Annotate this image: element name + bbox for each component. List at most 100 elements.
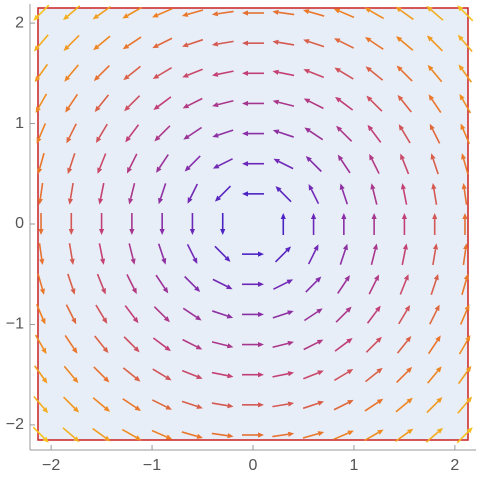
arrow-shaft (38, 243, 43, 260)
arrow-head (406, 428, 414, 435)
arrow-head (181, 11, 189, 17)
arrow (187, 183, 199, 204)
arrow-shaft (127, 6, 142, 17)
arrow-head (304, 127, 311, 133)
arrow-shaft (431, 128, 441, 144)
arrow-shaft (462, 128, 471, 145)
arrow-shaft (460, 8, 474, 22)
arrow-shaft (341, 188, 349, 205)
arrow-head (406, 366, 413, 374)
arrow-shaft (370, 249, 377, 266)
arrow-shaft (153, 306, 167, 319)
arrow-shaft (273, 281, 289, 290)
arrow-shaft (217, 10, 234, 15)
arrow (65, 93, 79, 113)
arrow (398, 304, 411, 325)
arrow-head (376, 398, 384, 405)
arrow (211, 371, 234, 379)
arrow-shaft (187, 97, 203, 107)
x-tick-label: 2 (450, 457, 459, 474)
arrow-shaft (37, 93, 48, 109)
arrow-shaft (461, 279, 468, 296)
arrow-head (196, 433, 204, 439)
arrow (370, 183, 378, 205)
arrow (182, 338, 203, 350)
arrow-head (258, 402, 264, 408)
arrow-shaft (98, 153, 107, 169)
arrow (152, 337, 171, 352)
arrow-head (98, 229, 105, 235)
arrow-head (71, 347, 78, 354)
arrow-head (459, 93, 465, 101)
arrow (67, 273, 76, 295)
arrow-shaft (128, 153, 138, 169)
arrow-head (429, 123, 435, 131)
arrow (128, 182, 136, 205)
arrow-shaft (187, 126, 203, 138)
arrow-shaft (368, 279, 378, 295)
arrow-head (42, 406, 49, 414)
arrow (339, 183, 349, 205)
arrow (92, 427, 111, 442)
arrow (396, 335, 412, 354)
arrow-shaft (67, 64, 79, 78)
arrow (364, 429, 384, 442)
arrow-head (93, 74, 100, 82)
arrow (153, 306, 170, 323)
arrow (129, 213, 135, 235)
arrow-shaft (129, 182, 136, 199)
arrow (272, 39, 295, 46)
arrow (364, 398, 384, 412)
arrow-head (465, 335, 471, 342)
arrow (212, 278, 233, 290)
arrow (98, 182, 105, 205)
arrow-shaft (126, 274, 135, 290)
arrow-head (397, 94, 404, 102)
arrow-head (258, 251, 264, 257)
arrow-shaft (398, 309, 408, 325)
arrow (303, 69, 325, 79)
arrow (242, 70, 264, 76)
arrow (242, 161, 264, 167)
arrow (396, 366, 413, 384)
arrow (334, 369, 354, 382)
arrow-head (73, 436, 80, 443)
arrow-shaft (127, 95, 141, 108)
arrow-head (182, 103, 190, 109)
arrow (68, 243, 75, 265)
arrow-shaft (371, 158, 380, 174)
arrow-shaft (181, 400, 198, 408)
arrow-head (305, 155, 312, 163)
arrow-shaft (97, 5, 112, 17)
arrow (272, 69, 295, 77)
arrow-shaft (38, 152, 45, 169)
arrow-head (370, 183, 376, 190)
arrow-shaft (217, 158, 233, 167)
arrow-head (226, 313, 234, 319)
arrow (460, 123, 471, 145)
arrow-shaft (214, 245, 227, 259)
arrow (333, 8, 355, 19)
arrow-shaft (93, 366, 106, 379)
arrow (367, 124, 382, 143)
arrow-shaft (67, 273, 74, 290)
arrow (461, 153, 469, 175)
arrow-shaft (339, 129, 353, 142)
arrow-shaft (400, 99, 412, 113)
arrow (37, 182, 44, 205)
arrow-head (70, 288, 76, 295)
arrow-shaft (212, 278, 228, 288)
arrow-head (346, 369, 354, 375)
arrow-head (369, 153, 375, 161)
arrow-head (375, 336, 382, 343)
arrow-head (273, 158, 280, 164)
arrow (96, 273, 106, 295)
arrow-head (224, 255, 231, 262)
arrow (303, 308, 323, 322)
arrow-shaft (303, 310, 319, 322)
arrow-shaft (181, 431, 198, 438)
arrow (335, 306, 352, 323)
arrow-head (163, 316, 170, 323)
arrow-shaft (427, 339, 439, 355)
arrow-head (427, 64, 434, 72)
